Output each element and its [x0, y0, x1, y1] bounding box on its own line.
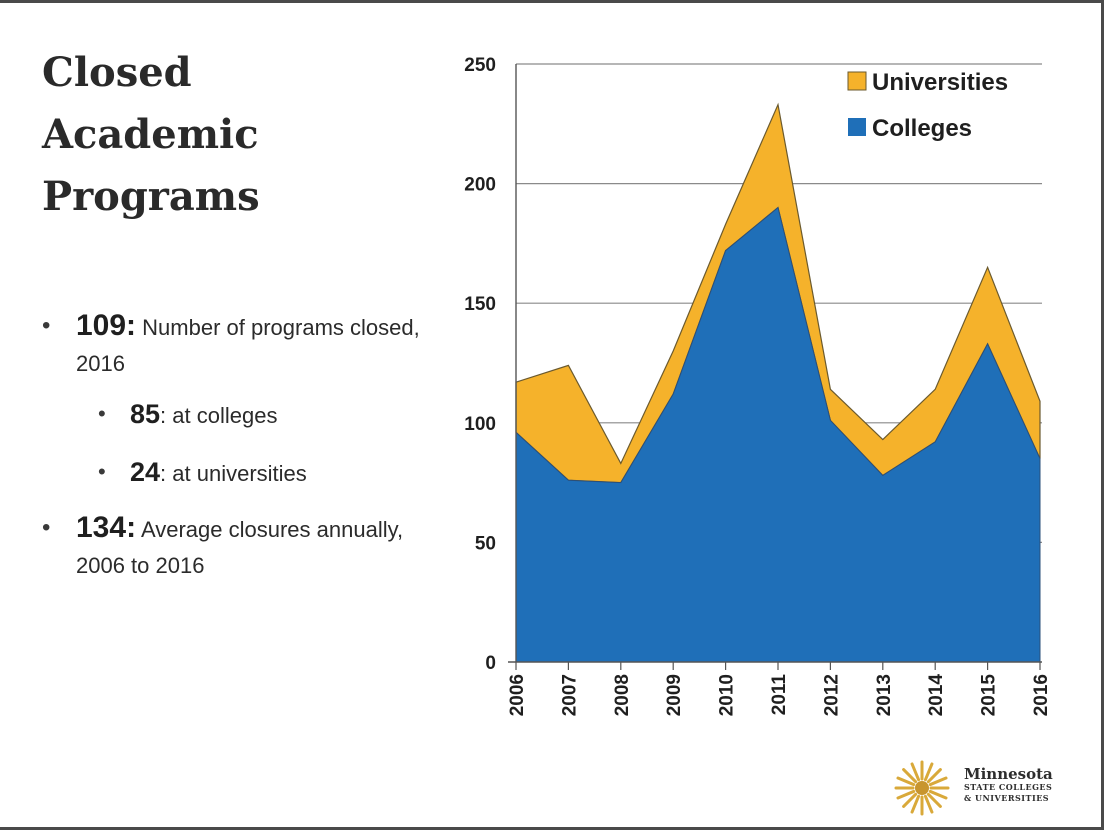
- y-tick-label-50: 50: [475, 533, 496, 554]
- logo-ray: [902, 792, 918, 808]
- logo-ray: [926, 792, 942, 808]
- x-tick-label-2014: 2014: [926, 674, 947, 717]
- title-line-2: Academic: [42, 111, 259, 158]
- x-tick-label-2012: 2012: [821, 674, 842, 716]
- bullet-text-colleges: : at colleges: [160, 403, 278, 428]
- title-line-1: Closed: [42, 49, 192, 96]
- chart-legend: Universities Colleges: [847, 69, 1008, 142]
- legend-swatch-universities: [847, 71, 867, 91]
- logo-ray: [928, 776, 948, 787]
- logo-ray: [910, 762, 921, 782]
- logo-line-3: & UNIVERSITIES: [964, 793, 1050, 803]
- y-tick-label-250: 250: [464, 55, 496, 76]
- bullet-value-109: 109:: [76, 309, 137, 342]
- logo-line-2: STATE COLLEGES: [964, 782, 1053, 792]
- bullet-universities: 24: at universities: [40, 454, 420, 492]
- logo-ray: [926, 768, 942, 784]
- bullet-average-closures: 134: Average closures annually, 2006 to …: [40, 510, 420, 584]
- logo-ray: [896, 789, 916, 800]
- y-axis-ticks: 0 50 100 150 200 250: [464, 55, 496, 674]
- bullet-colleges: 85: at colleges: [40, 396, 420, 434]
- x-tick-label-2006: 2006: [507, 674, 528, 716]
- y-tick-label-100: 100: [464, 414, 496, 435]
- x-tick-label-2007: 2007: [559, 674, 580, 716]
- logo-ray: [923, 794, 934, 814]
- bullet-value-85: 85: [130, 399, 161, 429]
- logo-line-1: Minnesota: [964, 765, 1053, 783]
- sunburst-logo-icon: [894, 760, 950, 816]
- x-axis-ticks: 2006 2007 2008 2009 2010 2011 2012 2013 2014 2015…: [507, 662, 1052, 716]
- bullet-value-24: 24: [130, 457, 161, 487]
- bullet-programs-closed: 109: Number of programs closed, 2016: [40, 308, 420, 382]
- x-tick-label-2015: 2015: [979, 674, 1000, 717]
- chart-axes: [508, 64, 1042, 663]
- bullet-colon: :: [126, 511, 137, 544]
- logo-wordmark: Minnesota STATE COLLEGES & UNIVERSITIES: [964, 766, 1053, 804]
- x-tick-label-2008: 2008: [612, 674, 633, 716]
- bullet-value-134: 134: [76, 511, 127, 544]
- minnesota-state-logo: Minnesota STATE COLLEGES & UNIVERSITIES: [892, 758, 1072, 818]
- x-tick-label-2016: 2016: [1031, 674, 1052, 716]
- title-line-3: Programs: [42, 173, 260, 220]
- bullet-list: 109: Number of programs closed, 2016 85:…: [40, 308, 420, 584]
- logo-ray: [896, 776, 916, 787]
- bullet-text-average-closures: Average closures annually, 2006 to 2016: [76, 517, 404, 578]
- y-tick-label-0: 0: [485, 653, 496, 674]
- legend-label-colleges: Colleges: [872, 115, 972, 142]
- logo-ray: [923, 762, 934, 782]
- logo-ray: [902, 768, 918, 784]
- logo-ray: [928, 789, 948, 800]
- x-tick-label-2009: 2009: [664, 674, 685, 716]
- slide-title: Closed Academic Programs: [42, 42, 382, 228]
- series-area-colleges: [515, 206, 1041, 663]
- x-tick-label-2011: 2011: [769, 674, 790, 716]
- y-tick-label-150: 150: [464, 294, 496, 315]
- bullet-text-universities: : at universities: [160, 461, 307, 486]
- x-tick-label-2013: 2013: [874, 674, 895, 716]
- logo-ray: [910, 794, 921, 814]
- chart-areas: [515, 102, 1041, 663]
- legend-label-universities: Universities: [872, 69, 1008, 96]
- legend-swatch-colleges: [848, 118, 866, 136]
- bullet-text-programs-closed: Number of programs closed, 2016: [76, 315, 420, 376]
- y-tick-label-200: 200: [464, 175, 496, 196]
- x-tick-label-2010: 2010: [717, 674, 738, 716]
